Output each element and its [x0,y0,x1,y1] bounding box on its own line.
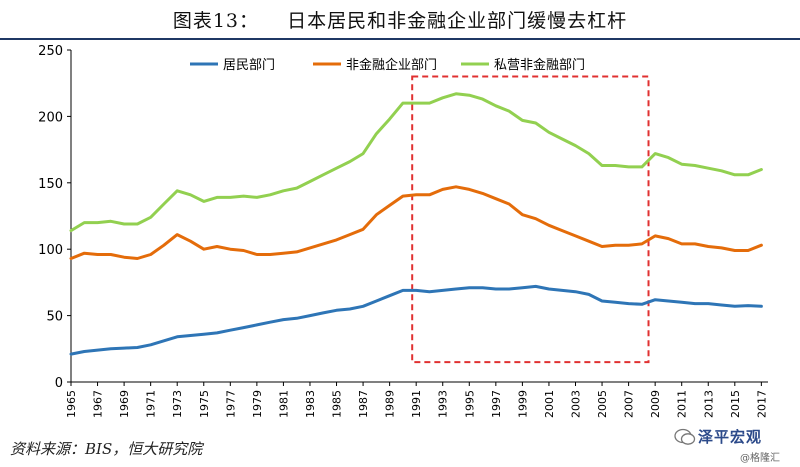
source-note: 资料来源：BIS，恒大研究院 [10,440,203,458]
x-tick-label: 2009 [649,390,662,418]
y-tick-label: 50 [46,310,63,325]
x-tick-label: 2003 [569,390,582,418]
x-tick-label: 1987 [357,390,370,418]
x-tick-label: 1969 [118,390,131,418]
x-tick-label: 1973 [171,390,184,418]
x-tick-label: 2013 [702,390,715,418]
x-tick-label: 1997 [490,390,503,418]
x-tick-label: 1977 [224,390,237,418]
y-tick-label: 0 [55,376,63,391]
x-tick-label: 1967 [92,390,105,418]
x-tick-label: 1975 [198,390,211,418]
y-tick-label: 200 [38,110,63,125]
x-tick-label: 1979 [251,390,264,418]
legend-label-2: 非金融企业部门 [346,57,437,73]
x-tick-label: 1971 [145,390,158,418]
x-tick-label: 2001 [543,390,556,418]
watermark-sub: @格隆汇 [740,453,780,464]
y-tick-label: 250 [38,44,63,59]
y-tick-label: 100 [38,243,63,258]
x-tick-label: 1983 [304,390,317,418]
legend-label-1: 居民部门 [223,58,275,73]
x-tick-label: 2015 [729,390,742,418]
watermark-name: 泽平宏观 [698,428,763,446]
x-tick-label: 2007 [623,390,636,418]
x-tick-label: 2005 [596,390,609,418]
legend-label-3: 私营非金融部门 [494,57,585,73]
x-tick-label: 1991 [410,390,423,418]
x-tick-label: 1981 [277,390,290,418]
title-bar: 图表13： 日本居民和非金融企业部门缓慢去杠杆 [0,0,800,40]
x-tick-label: 1999 [516,390,529,418]
wechat-logo-icon [674,428,696,445]
x-tick-label: 1995 [463,390,476,418]
x-tick-label: 1993 [437,390,450,418]
x-tick-label: 1965 [65,390,78,418]
watermark: 泽平宏观 @格隆汇 [668,424,800,467]
x-tick-label: 2017 [755,390,768,418]
series-line-2 [69,185,763,260]
line-chart: 0 50 100 150 200 250 1965 1967 1969 1971 1973 1975 1… [38,44,768,418]
chart-title: 图表13： 日本居民和非金融企业部门缓慢去杠杆 [172,10,628,32]
highlight-box [411,75,650,364]
x-tick-label: 1989 [384,390,397,418]
x-tick-label: 1985 [331,390,344,418]
x-tick-label: 2011 [676,390,689,418]
y-tick-label: 150 [38,177,63,192]
series-line-1 [69,284,763,356]
series-line-3 [69,92,763,233]
